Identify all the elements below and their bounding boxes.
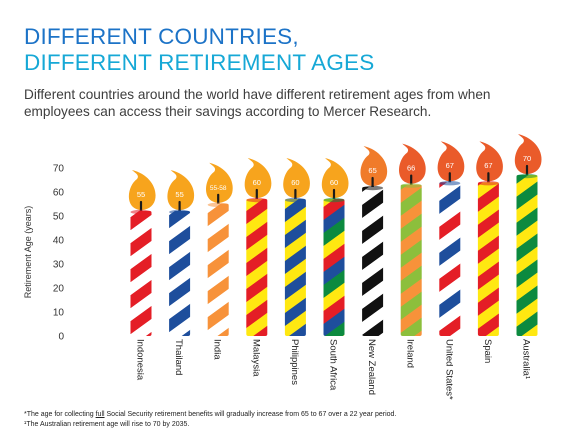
candle-malaysia: 60 — [244, 158, 272, 336]
y-axis-label: Retirement Age (years) — [23, 206, 33, 299]
x-tick-label: Malaysia — [250, 339, 261, 377]
x-tick-label: Australia¹ — [521, 339, 532, 379]
candle-flame — [360, 146, 388, 186]
candle-flame — [244, 158, 272, 198]
candle-united-states: 67 — [437, 141, 465, 336]
data-label: 55 — [175, 190, 183, 199]
x-tick-label: Philippines — [289, 339, 300, 385]
candle-top — [284, 197, 306, 203]
x-tick-label: Thailand — [173, 339, 184, 375]
candle-top — [169, 209, 191, 215]
candle-thailand: 55 — [167, 170, 195, 336]
x-tick-label: Spain — [482, 339, 493, 363]
candle-bar — [516, 175, 538, 336]
data-label: 67 — [446, 161, 454, 170]
y-tick-label: 10 — [53, 308, 65, 319]
data-label: 66 — [407, 164, 415, 173]
candle-flame — [321, 158, 349, 198]
candle-india: 55-58 — [206, 162, 233, 336]
footnotes: *The age for collecting full Social Secu… — [24, 410, 396, 429]
candle-top — [130, 209, 152, 215]
candle-bar — [439, 182, 461, 336]
candle-bar — [323, 199, 345, 336]
candle-top — [246, 197, 268, 203]
y-tick-label: 30 — [53, 260, 65, 271]
x-tick-label: South Africa — [328, 339, 339, 391]
y-tick-label: 20 — [53, 284, 65, 295]
y-tick-label: 60 — [53, 188, 65, 199]
candle-bar — [130, 211, 152, 336]
footnote-1: *The age for collecting full Social Secu… — [24, 411, 397, 418]
subtitle: Different countries around the world hav… — [24, 87, 491, 119]
y-tick-label: 0 — [58, 332, 64, 343]
x-tick-label: India — [212, 339, 223, 360]
data-label: 60 — [291, 178, 299, 187]
candle-top — [516, 173, 538, 179]
data-label: 67 — [484, 161, 492, 170]
candle-flame — [206, 162, 233, 203]
y-axis: Retirement Age (years) 0 10 20 30 40 50 60 70 — [23, 164, 64, 343]
candle-bar — [207, 203, 229, 336]
candle-top — [400, 183, 422, 188]
x-axis: Indonesia Thailand India Malaysia Philippine… — [135, 339, 532, 400]
x-tick-label: United States* — [443, 339, 454, 400]
candle-philippines: 60 — [283, 158, 310, 336]
candle-top — [362, 185, 384, 191]
candle-flame — [167, 170, 195, 210]
candle-flame — [514, 134, 542, 174]
candle-flame — [399, 143, 426, 184]
title-line-2: DIFFERENT RETIREMENT AGES — [24, 50, 375, 75]
x-tick-label: Ireland — [405, 339, 416, 368]
candle-bar — [400, 184, 422, 336]
candles: 55 55 55-58 60 60 60 65 66 67 67 70 — [128, 134, 542, 336]
y-tick-label: 70 — [53, 164, 65, 175]
candle-south-africa: 60 — [321, 158, 349, 336]
candle-top — [207, 202, 229, 207]
data-label: 65 — [368, 166, 376, 175]
candle-spain: 67 — [476, 141, 503, 336]
candle-flame — [476, 141, 503, 182]
candle-bar — [169, 211, 191, 336]
data-label: 55-58 — [210, 185, 227, 192]
candle-flame — [128, 170, 156, 210]
candle-australia: 70 — [514, 134, 542, 336]
candle-ireland: 66 — [399, 143, 426, 336]
title-line-1: DIFFERENT COUNTRIES, — [24, 24, 299, 49]
data-label: 60 — [253, 178, 261, 187]
candle-bar — [362, 187, 384, 336]
y-tick-label: 40 — [53, 236, 65, 247]
footnote-2: ¹The Australian retirement age will rise… — [24, 420, 190, 428]
candle-flame — [283, 158, 310, 198]
candle-top — [477, 181, 499, 186]
data-label: 55 — [137, 190, 145, 199]
x-tick-label: Indonesia — [135, 339, 146, 381]
candle-bar — [284, 199, 306, 336]
candle-top — [323, 197, 345, 203]
candle-top — [439, 181, 461, 186]
data-label: 70 — [523, 154, 531, 163]
candle-flame — [437, 141, 465, 182]
data-label: 60 — [330, 178, 338, 187]
y-tick-label: 50 — [53, 212, 65, 223]
candle-indonesia: 55 — [128, 170, 156, 336]
x-tick-label: New Zealand — [366, 339, 377, 395]
candle-new-zealand: 65 — [360, 146, 388, 336]
candle-bar — [246, 199, 268, 336]
candle-bar — [477, 182, 499, 336]
